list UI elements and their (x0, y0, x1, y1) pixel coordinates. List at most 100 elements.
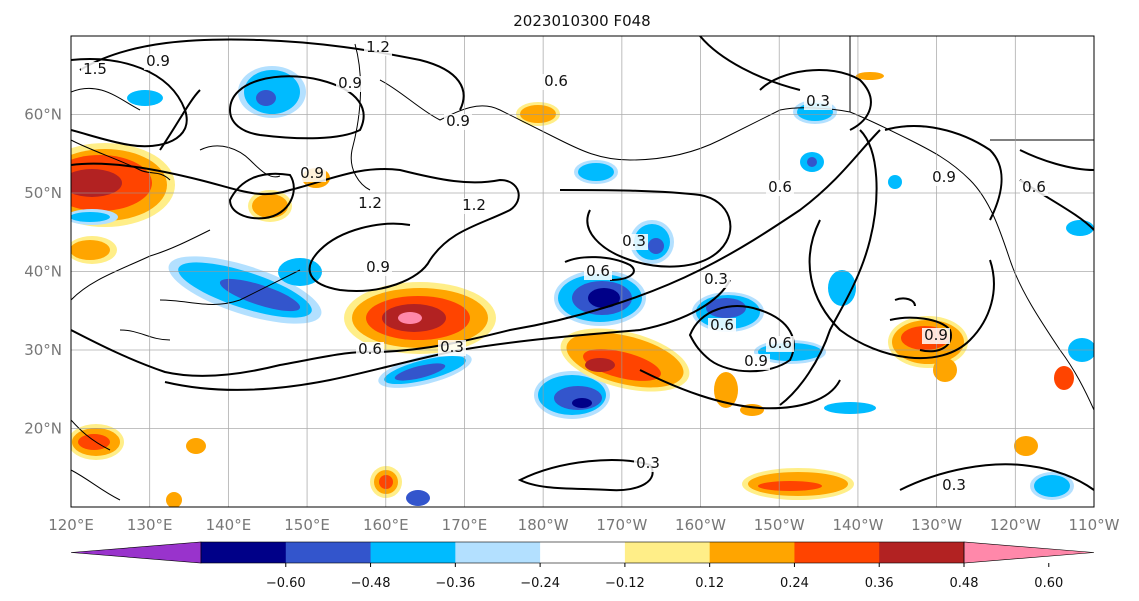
contour-label-bg (766, 180, 794, 196)
contour-label-bg (444, 114, 472, 130)
x-tick-label: 170°W (596, 516, 647, 534)
contour-line (894, 297, 916, 307)
contour-label: 0.3 (440, 338, 464, 356)
colorbar-segment (879, 542, 965, 563)
contour-label-bg (584, 264, 612, 280)
contour-line (808, 219, 995, 360)
colorbar-tick-label: 0.36 (865, 576, 894, 591)
contour-line (559, 189, 732, 268)
x-tick-label: 130°W (911, 516, 962, 534)
contour-label: 0.9 (932, 168, 956, 186)
contour-label-bg (460, 198, 488, 214)
colorbar-tick-label: −0.48 (351, 576, 391, 591)
contour-label: 0.9 (744, 352, 768, 370)
contour-label: 0.6 (768, 334, 792, 352)
contour-label: 0.9 (146, 52, 170, 70)
colorbar-segment (540, 542, 626, 563)
x-axis-ticks: 120°E 130°E 140°E 150°E 160°E 170°E 180°W 170°W… (48, 516, 1119, 534)
contour-line (564, 256, 635, 281)
anomaly-blob-negative (828, 270, 856, 306)
colorbar-segment (624, 542, 711, 563)
anomaly-blob-positive (1014, 366, 1074, 456)
contour-label-bg (930, 170, 958, 186)
contour-label-bg (144, 54, 172, 70)
contour-label-bg (702, 272, 730, 288)
contour-label-bg (364, 260, 392, 276)
contours (71, 36, 1094, 492)
contour-label-bg (438, 340, 466, 356)
y-axis-ticks: 20°N 30°N 40°N 50°N 60°N (24, 106, 62, 438)
x-tick-label: 170°E (442, 516, 488, 534)
y-tick-label: 20°N (24, 420, 62, 438)
x-tick-label: 180°W (518, 516, 569, 534)
anomaly-blob-negative (127, 90, 163, 106)
contour-label: 1.5 (83, 60, 107, 78)
contour-line (639, 369, 841, 410)
contour-label-bg (742, 354, 770, 370)
anomaly-blob-positive (560, 328, 690, 392)
contour-label: 0.3 (942, 476, 966, 494)
x-tick-label: 110°W (1069, 516, 1120, 534)
contour-line (71, 129, 881, 377)
x-tick-label: 150°E (284, 516, 330, 534)
contour-label: 0.9 (366, 258, 390, 276)
anomaly-blob-negative (378, 352, 472, 388)
x-tick-label: 150°W (754, 516, 805, 534)
contour-line (79, 38, 465, 111)
colorbar-tick-label: 0.60 (1034, 576, 1063, 591)
colorbar-extend-high (963, 541, 1095, 564)
colorbar-tick-label: −0.36 (435, 576, 475, 591)
y-tick-label: 40°N (24, 263, 62, 281)
colorbar-segment (370, 542, 456, 563)
colorbar-segment (794, 542, 880, 563)
contour-line (1019, 149, 1094, 171)
map-panel: 1.5 0.91.20.9 0.60.90.30.91.2 1.20.9 0.60.30… (24, 35, 1120, 534)
colorbar-segment (455, 542, 541, 563)
contour-label-bg (634, 456, 662, 472)
anomaly-blob-negative (574, 160, 618, 184)
colorbar-frame (200, 541, 965, 564)
contour-line (688, 305, 795, 373)
contour-label-bg (940, 478, 968, 494)
contour-label: 0.6 (710, 316, 734, 334)
contour-label: 0.3 (806, 92, 830, 110)
x-tick-label: 140°W (832, 516, 883, 534)
anomaly-blob-negative (71, 209, 118, 225)
contour-label: 0.9 (300, 164, 324, 182)
contour-label-bg (1020, 180, 1048, 196)
x-tick-label: 140°E (206, 516, 252, 534)
contour-label: 0.3 (622, 232, 646, 250)
anomaly-blob-negative (168, 256, 322, 324)
anomaly-blob-negative (554, 270, 646, 326)
x-tick-label: 120°W (990, 516, 1041, 534)
contour-label-bg (298, 166, 326, 182)
contour-label: 0.9 (924, 326, 948, 344)
anomaly-blob-negative (238, 66, 306, 118)
contour-label-bg (804, 94, 832, 110)
contour-label-bg (356, 342, 384, 358)
contour-line (228, 75, 365, 140)
colorbar-tick-label: −0.12 (605, 576, 645, 591)
contour-line (71, 58, 188, 148)
y-tick-label: 30°N (24, 341, 62, 359)
x-tick-label: 160°E (363, 516, 409, 534)
contour-label-bg (766, 336, 794, 352)
contour-label: 0.3 (636, 454, 660, 472)
contour-label: 0.6 (768, 178, 792, 196)
contour-label-bg (922, 328, 950, 344)
contour-label: 1.2 (462, 196, 486, 214)
contour-line (884, 125, 1003, 221)
x-tick-label: 120°E (48, 516, 94, 534)
colorbar-extend-low (70, 541, 202, 564)
contour-label: 1.2 (366, 38, 390, 56)
contour-label: 0.9 (338, 74, 362, 92)
contour-labels: 1.5 0.91.20.9 0.60.90.30.91.2 1.20.9 0.60.30… (81, 38, 1048, 494)
contour-label: 1.2 (358, 194, 382, 212)
anomaly-blob-positive (742, 468, 854, 500)
contour-line (159, 89, 201, 151)
colorbar: −0.60 −0.48 −0.36 −0.24 −0.12 0.12 0.24 0.36 0.4… (70, 541, 1095, 591)
contour-label-bg (708, 318, 736, 334)
contour-label-bg (620, 234, 648, 250)
contour-label: 0.6 (586, 262, 610, 280)
